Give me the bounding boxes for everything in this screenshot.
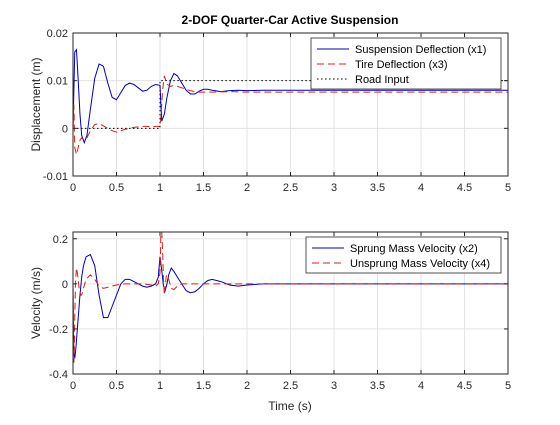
legend-box: [305, 236, 502, 274]
y-tick-label: -0.01: [43, 171, 68, 183]
legend: Sprung Mass Velocity (x2) Unsprung Mass V…: [305, 236, 502, 274]
y-tick-label: 0: [62, 123, 68, 135]
y-tick-label: 0: [62, 279, 68, 291]
x-tick-label: 2: [244, 182, 250, 194]
legend-label: Road Input: [355, 74, 409, 86]
x-tick-label: 0: [70, 182, 76, 194]
x-tick-label: 1.5: [196, 182, 211, 194]
plot-2: 0 0.5 1 1.5 2 2.5 3 3.5 4 4.5 5 -0.4 -0.2 0 0.2 Velocit…: [29, 231, 511, 392]
y-axis-label: Velocity (m/s): [29, 267, 43, 339]
y-tick-label: 0.02: [47, 28, 68, 40]
y-axis-label: Displacement (m): [29, 57, 43, 151]
x-tick-label: 4: [418, 380, 424, 392]
x-tick-label: 0.5: [109, 380, 124, 392]
x-tick-label: 3: [331, 380, 337, 392]
x-tick-label: 5: [505, 182, 511, 194]
x-tick-label: 1.5: [196, 380, 211, 392]
series-line-1: [73, 253, 508, 359]
series-line-2: [73, 232, 508, 363]
x-tick-label: 2.5: [283, 380, 298, 392]
legend-label: Suspension Deflection (x1): [355, 44, 486, 56]
x-tick-label: 4.5: [457, 380, 472, 392]
x-tick-label: 0.5: [109, 182, 124, 194]
x-tick-label: 4.5: [457, 182, 472, 194]
legend-label: Sprung Mass Velocity (x2): [350, 243, 478, 255]
x-axis-label: Time (s): [268, 399, 312, 413]
legend-label: Unsprung Mass Velocity (x4): [350, 258, 490, 270]
y-tick-label: -0.2: [49, 324, 68, 336]
x-tick-label: 2.5: [283, 182, 298, 194]
x-tick-label: 5: [505, 380, 511, 392]
x-tick-label: 3: [331, 182, 337, 194]
plot-1: 0 0.5 1 1.5 2 2.5 3 3.5 4 4.5 5-0.0100.010.02Displ…: [29, 28, 511, 194]
x-tick-label: 0: [70, 380, 76, 392]
x-tick-label: 4: [418, 182, 424, 194]
chart-title: 2-DOF Quarter-Car Active Suspension: [182, 13, 399, 27]
x-tick-label: 3.5: [370, 182, 385, 194]
x-tick-label: 1: [157, 380, 163, 392]
x-tick-label: 2: [244, 380, 250, 392]
y-tick-label: -0.4: [49, 369, 68, 381]
x-tick-label: 1: [157, 182, 163, 194]
y-tick-label: 0.2: [53, 234, 68, 246]
legend: Suspension Deflection (x1) Tire Deflectio…: [310, 37, 502, 90]
x-tick-label: 3.5: [370, 380, 385, 392]
y-tick-label: 0.01: [47, 76, 68, 88]
series-line-2: [73, 75, 508, 155]
legend-label: Tire Deflection (x3): [355, 59, 448, 71]
